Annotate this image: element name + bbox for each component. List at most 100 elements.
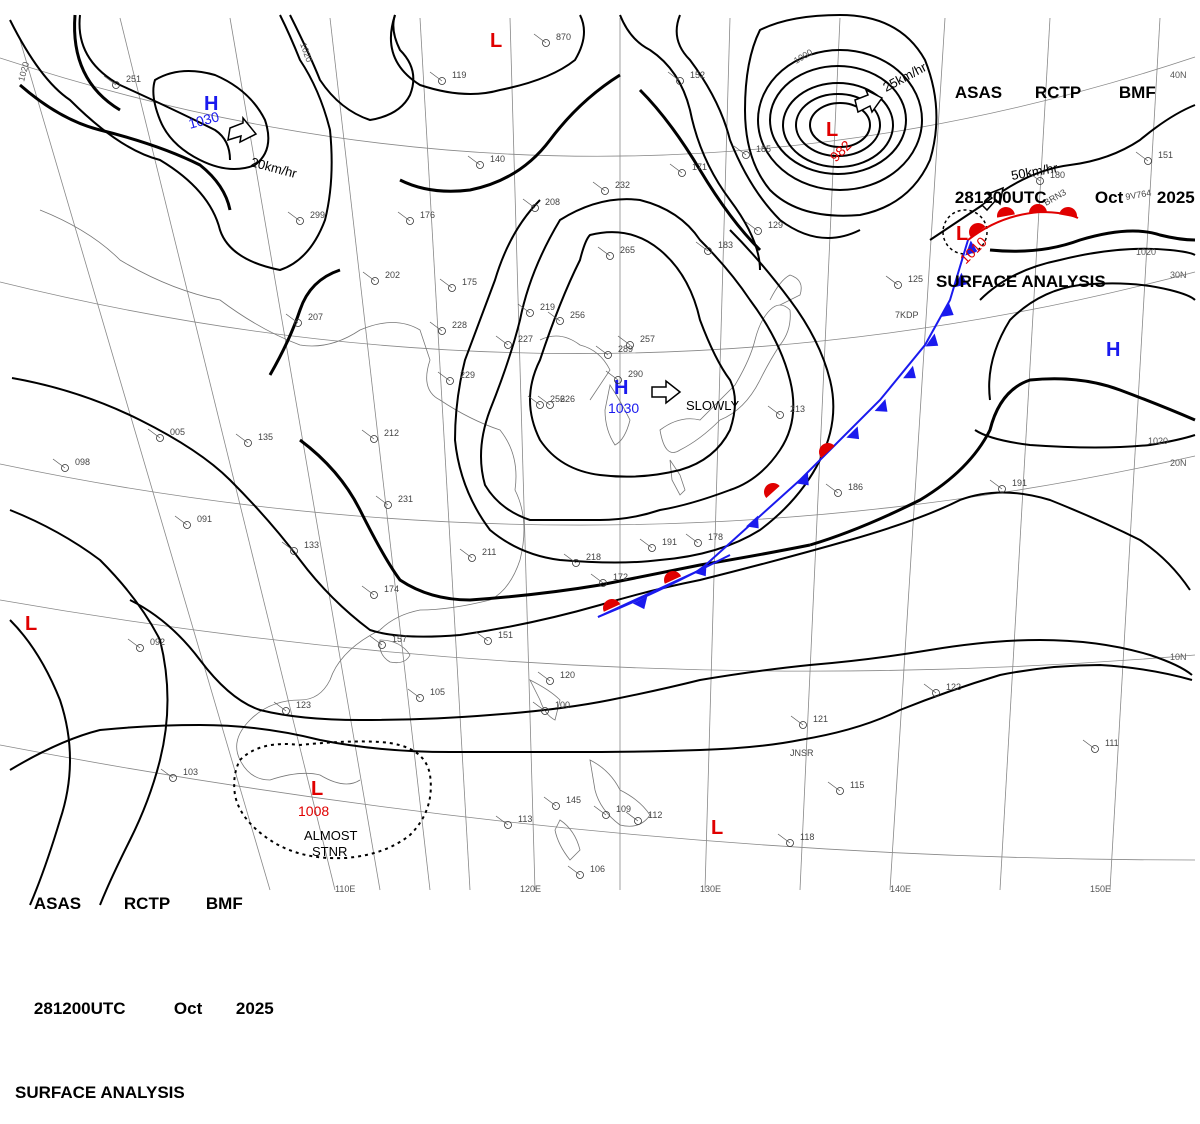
station-pressure: 133	[304, 540, 319, 550]
station-pressure: 103	[183, 767, 198, 777]
station-circle-icon	[786, 839, 794, 847]
wind-barb	[790, 715, 804, 726]
header-time: 281200UTC	[954, 188, 1047, 207]
cold-front-triangle	[846, 426, 860, 440]
lat-labels: 40N 30N 20N 10N	[1170, 70, 1187, 662]
station-circle-icon	[634, 817, 642, 825]
station-pressure: 157	[392, 634, 407, 644]
wind-barb	[767, 405, 781, 416]
station-circle-icon	[932, 689, 940, 697]
footer-month: Oct	[173, 999, 203, 1018]
station-pressure: 109	[616, 804, 631, 814]
warm-front-semicircle	[1029, 204, 1047, 213]
wind-barb	[590, 573, 604, 584]
cold-front-triangle	[746, 515, 759, 529]
almost-stnr-line1: ALMOST	[304, 828, 358, 843]
cold-front-triangle	[693, 563, 707, 577]
motion-arrow-icon	[854, 88, 884, 114]
station-pressure: 265	[620, 245, 635, 255]
wind-barb	[592, 181, 606, 192]
high-pressure-1030: 1030	[608, 400, 639, 416]
station-circle-icon	[370, 435, 378, 443]
wind-barb	[733, 145, 747, 156]
cold-front-triangle	[796, 472, 809, 486]
lon-labels: 110E 120E 130E 140E 150E	[335, 884, 1111, 894]
footer-line-2: 281200UTC Oct 2025	[15, 977, 274, 1040]
station-circle-icon	[296, 217, 304, 225]
station-circle-icon	[694, 539, 702, 547]
station-pressure: 111	[1105, 738, 1119, 748]
station-pressure: 218	[586, 552, 601, 562]
wind-barb	[745, 221, 759, 232]
station-pressure: 227	[518, 334, 533, 344]
station-circle-icon	[156, 434, 164, 442]
almost-stnr-line2: STNR	[312, 844, 347, 859]
wind-barb	[669, 163, 683, 174]
station-circle-icon	[799, 721, 807, 729]
station-pressure: 171	[692, 162, 707, 172]
wind-barb	[593, 805, 607, 816]
wind-barb	[533, 33, 547, 44]
wind-barb	[160, 768, 174, 779]
warm-front-semicircle	[997, 207, 1015, 218]
low-pressure-1008: 1008	[298, 803, 329, 819]
low-center-typhoon: L	[826, 119, 838, 141]
typhoon-isobars	[743, 13, 938, 217]
station-pressure: 211	[482, 547, 496, 557]
station-pressure: 213	[790, 404, 805, 414]
station-pressure: 228	[452, 320, 467, 330]
wind-barb	[439, 278, 453, 289]
station-circle-icon	[378, 641, 386, 649]
station-pressure: 140	[490, 154, 505, 164]
station-pressure: 106	[590, 864, 605, 874]
station-pressure: 257	[640, 334, 655, 344]
coastlines	[39, 209, 802, 861]
station-pressure: 129	[768, 220, 783, 230]
wind-barb	[827, 781, 841, 792]
station-pressure: 207	[308, 312, 323, 322]
wind-barb	[281, 541, 295, 552]
wind-barb	[103, 75, 117, 86]
lon-label-130e: 130E	[700, 884, 721, 894]
station-circle-icon	[112, 81, 120, 89]
low-1010-circle	[942, 209, 988, 255]
station-pressure: 290	[628, 369, 643, 379]
wind-barb	[495, 815, 509, 826]
station-circle-icon	[484, 637, 492, 645]
wind-barb	[825, 483, 839, 494]
motion-arrow-icon	[227, 115, 258, 144]
station-pressure: 151	[1158, 150, 1173, 160]
station-circle-icon	[572, 559, 580, 567]
wind-barb	[437, 371, 451, 382]
station-pressure: 100	[555, 700, 570, 710]
footer-product: ASAS	[33, 894, 82, 913]
station-circle-icon	[536, 401, 544, 409]
station-circle-icon	[602, 811, 610, 819]
station-callsign: JNSR	[790, 748, 814, 758]
lon-label-110e: 110E	[335, 884, 355, 894]
cold-front-triangle	[954, 272, 968, 288]
surface-analysis-map: 40N 30N 20N 10N 110E 120E 130E 140E 150E…	[0, 13, 1196, 906]
wind-barb	[273, 701, 287, 712]
station-pressure: 186	[848, 482, 863, 492]
station-circle-icon	[1144, 157, 1152, 165]
station-circle-icon	[576, 871, 584, 879]
wind-barb	[777, 833, 791, 844]
station-callsign: 7KDP	[895, 310, 919, 320]
wind-barb	[885, 275, 899, 286]
station-circle-icon	[169, 774, 177, 782]
station-pressure: 118	[800, 832, 814, 842]
cold-front-triangle	[941, 303, 954, 317]
station-pressure: 202	[385, 270, 400, 280]
station-pressure: 191	[662, 537, 677, 547]
warm-front-semicircle	[819, 443, 835, 459]
low-center-north: L	[490, 30, 502, 52]
wind-barb	[287, 211, 301, 222]
header-title: SURFACE ANALYSIS	[936, 272, 1106, 291]
station-pressure: 256	[550, 394, 565, 404]
station-pressure: 219	[540, 302, 555, 312]
station-circle-icon	[294, 319, 302, 327]
cold-front-triangle	[632, 596, 648, 610]
station-circle-icon	[754, 227, 762, 235]
station-pressure: 120	[560, 670, 575, 680]
